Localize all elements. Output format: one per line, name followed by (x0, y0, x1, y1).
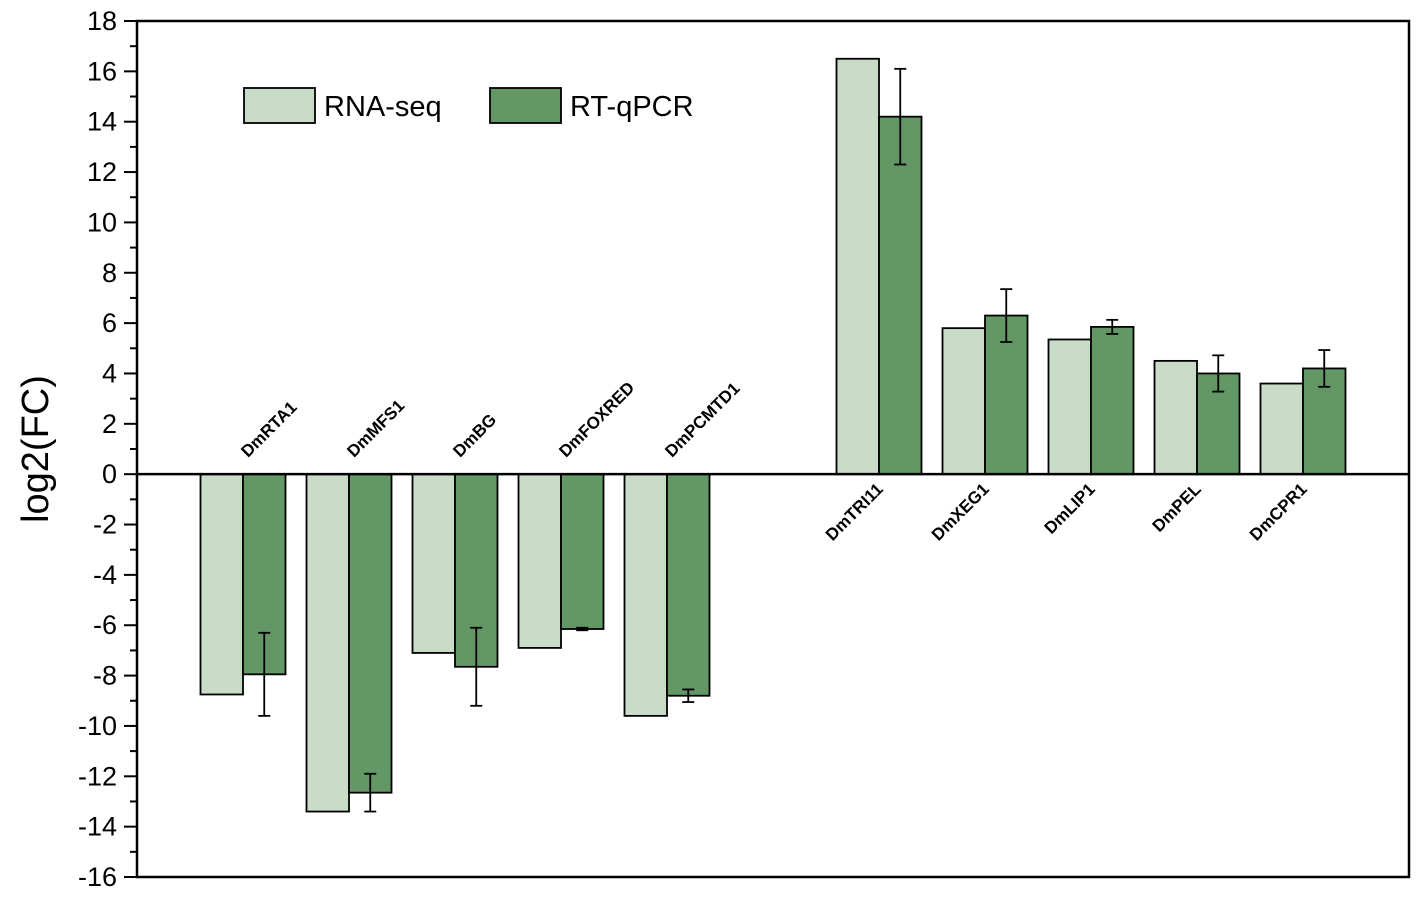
error-bars (258, 67, 1331, 813)
y-tick-label: -14 (78, 812, 117, 842)
bar-rt-qpcr-dmxeg1 (984, 314, 1029, 476)
category-label-dmpel: DmPEL (1149, 480, 1205, 536)
y-tick-label: -4 (93, 560, 117, 590)
category-label-dmrta1: DmRTA1 (237, 398, 300, 461)
legend-label-rt-qpcr: RT-qPCR (570, 91, 694, 123)
bar-rna-seq-dmfoxred (517, 473, 562, 649)
category-label-dmfoxred: DmFOXRED (555, 378, 638, 461)
bar-rna-seq-dmpcmtd1 (623, 473, 668, 717)
y-tick-label: -16 (78, 862, 117, 892)
y-tick-label: 10 (87, 207, 117, 237)
legend-label-rna-seq: RNA-seq (324, 91, 442, 123)
category-label-dmmfs1: DmMFS1 (343, 396, 408, 461)
category-label-dmtri11: DmTRI11 (822, 480, 887, 545)
y-tick-label: 4 (102, 358, 117, 388)
y-tick-label: 6 (102, 308, 117, 338)
y-tick-label: -8 (93, 661, 117, 691)
legend-swatch-rna-seq (243, 87, 316, 124)
legend: RNA-seq RT-qPCR (243, 87, 694, 124)
y-tick-label: -10 (78, 711, 117, 741)
bar-rna-seq-dmmfs1 (305, 473, 350, 813)
bar-rna-seq-dmxeg1 (941, 327, 986, 476)
y-axis-title: log2(FC) (15, 375, 57, 523)
y-tick-label: -12 (78, 761, 117, 791)
bar-rna-seq-dmlip1 (1047, 338, 1092, 476)
y-tick-label: 12 (87, 157, 117, 187)
bar-rt-qpcr-dmpel (1196, 372, 1241, 476)
bar-rt-qpcr-dmtri11 (878, 115, 923, 476)
y-tick-label: 14 (87, 107, 117, 137)
bar-rt-qpcr-dmlip1 (1090, 325, 1135, 476)
y-tick-label: 2 (102, 409, 117, 439)
category-label-dmlip1: DmLIP1 (1041, 480, 1099, 538)
bar-rt-qpcr-dmfoxred (560, 473, 605, 630)
category-label-dmcpr1: DmCPR1 (1246, 480, 1311, 545)
y-tick-label: -6 (93, 610, 117, 640)
bar-rna-seq-dmpel (1153, 359, 1198, 476)
bar-rt-qpcr-dmpcmtd1 (666, 473, 711, 697)
bar-rt-qpcr-dmmfs1 (348, 473, 393, 794)
y-axis: -16 -14 -12 -10 -8 -6 -4 -2 0 2 4 6 8 10 12 14 16 18 (78, 6, 137, 892)
legend-swatch-rt-qpcr (489, 87, 562, 124)
y-tick-label: 16 (87, 56, 117, 86)
category-labels: DmRTA1 DmMFS1 DmBG DmFOXRED DmPCMTD1 DmTRI11 D… (237, 378, 1310, 544)
bar-series (199, 57, 1347, 813)
bar-rna-seq-dmbg (411, 473, 456, 654)
bar-rna-seq-dmrta1 (199, 473, 244, 696)
y-tick-label: 18 (87, 6, 117, 36)
category-label-dmbg: DmBG (449, 410, 500, 461)
bar-rna-seq-dmtri11 (835, 57, 880, 476)
y-tick-label: 8 (102, 258, 117, 288)
y-tick-label: 0 (102, 459, 117, 489)
y-tick-label: -2 (93, 510, 117, 540)
bar-rna-seq-dmcpr1 (1259, 382, 1304, 476)
category-label-dmpcmtd1: DmPCMTD1 (661, 379, 743, 461)
category-label-dmxeg1: DmXEG1 (928, 480, 993, 545)
